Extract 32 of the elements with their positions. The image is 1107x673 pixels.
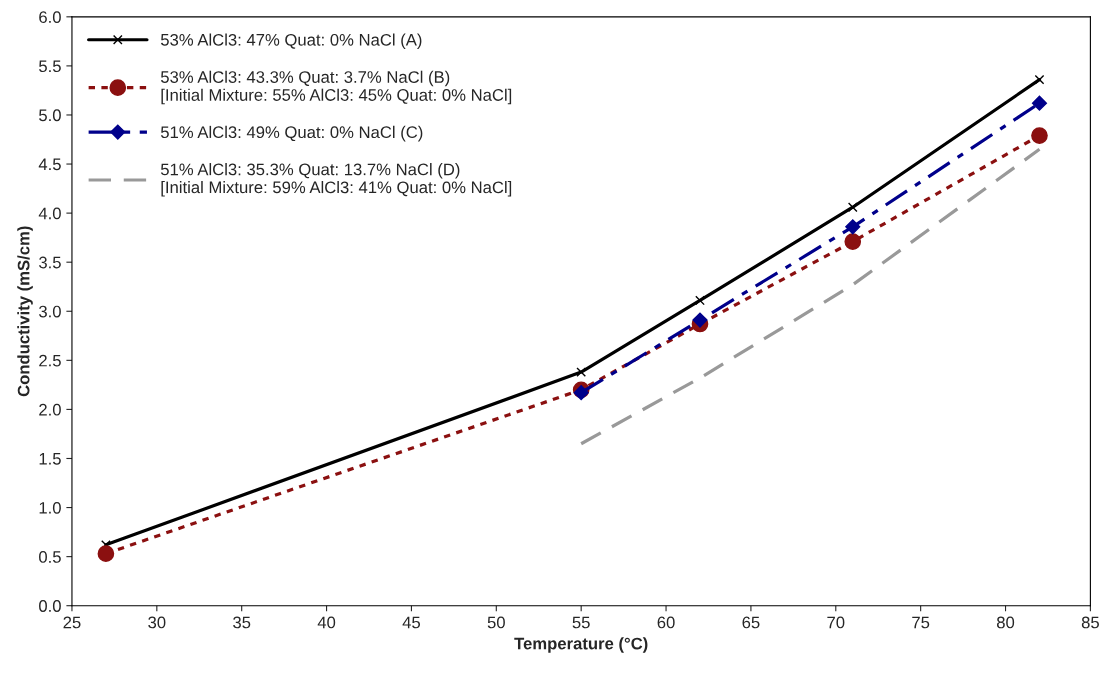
x-tick-label: 70 xyxy=(827,616,845,629)
x-tick-label: 35 xyxy=(233,616,251,629)
y-tick-label: 4.5 xyxy=(38,158,61,171)
x-tick-label: 25 xyxy=(63,616,81,629)
x-tick-label: 45 xyxy=(402,616,421,629)
x-tick-label: 55 xyxy=(572,616,590,629)
y-tick-label: 3.5 xyxy=(39,256,61,269)
y-tick-label: 1.5 xyxy=(39,453,61,465)
x-tick-label: 75 xyxy=(912,616,930,629)
y-tick-label: 0.5 xyxy=(39,551,61,563)
y-tick-label: 5.5 xyxy=(39,60,61,73)
legend-label: 53% AlCl3: 47% Quat: 0% NaCl (A) xyxy=(160,33,422,50)
legend-label: 51% AlCl3: 35.3% Quat: 13.7% NaCl (D) [Initial Mixture: 59% AlCl3: 41% Quat: 0% NaCl] xyxy=(160,163,512,197)
x-axis-title: Temperature (°C) xyxy=(514,637,648,653)
y-axis-title: Conductivity (mS/cm) xyxy=(17,226,33,397)
legend-label: 51% AlCl3: 49% Quat: 0% NaCl (C) xyxy=(160,125,423,142)
y-tick-label: 0.0 xyxy=(39,600,61,612)
x-tick-label: 80 xyxy=(996,616,1015,629)
y-tick-label: 6.0 xyxy=(39,11,61,24)
x-tick-label: 40 xyxy=(317,616,336,629)
y-tick-label: 2.0 xyxy=(39,403,61,416)
y-tick-label: 3.0 xyxy=(39,305,61,318)
y-tick-label: 5.0 xyxy=(39,109,61,122)
x-tick-label: 85 xyxy=(1081,616,1099,629)
x-tick-label: 30 xyxy=(148,616,166,629)
x-tick-label: 60 xyxy=(657,616,675,629)
x-tick-label: 65 xyxy=(742,616,760,629)
y-tick-label: 2.5 xyxy=(39,354,61,367)
legend-label: 53% AlCl3: 43.3% Quat: 3.7% NaCl (B) [Initial Mixture: 55% AlCl3: 45% Quat: 0% NaCl] xyxy=(160,70,512,105)
x-tick-label: 50 xyxy=(487,616,505,629)
y-tick-label: 4.0 xyxy=(38,207,61,220)
y-tick-label: 1.0 xyxy=(39,501,61,514)
